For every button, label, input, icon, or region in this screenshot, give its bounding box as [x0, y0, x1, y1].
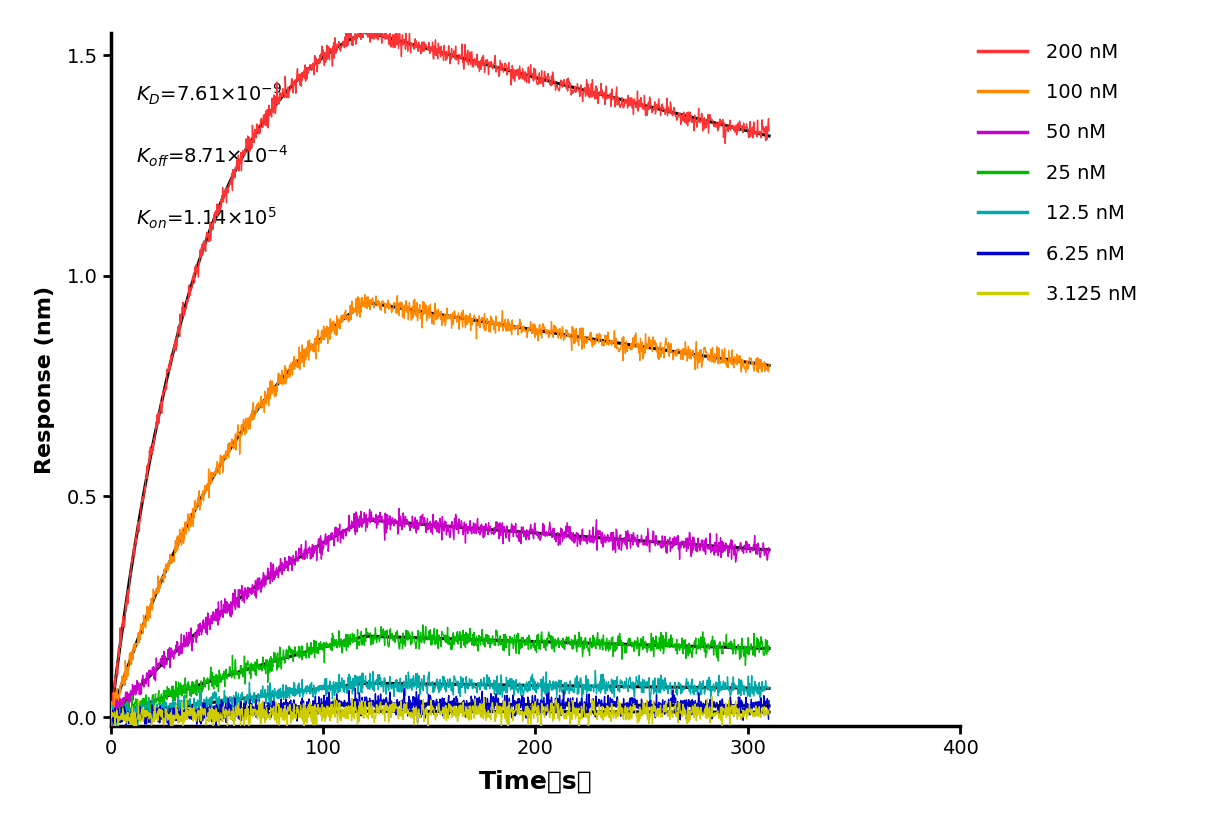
X-axis label: Time（s）: Time（s）: [479, 769, 592, 794]
Text: $K_{off}$=8.71×10$^{-4}$: $K_{off}$=8.71×10$^{-4}$: [137, 144, 288, 169]
Text: $K_{on}$=1.14×10$^{5}$: $K_{on}$=1.14×10$^{5}$: [137, 206, 277, 232]
Text: $K_D$=7.61×10$^{-9}$: $K_D$=7.61×10$^{-9}$: [137, 82, 282, 106]
Legend: 200 nM, 100 nM, 50 nM, 25 nM, 12.5 nM, 6.25 nM, 3.125 nM: 200 nM, 100 nM, 50 nM, 25 nM, 12.5 nM, 6…: [979, 43, 1137, 304]
Y-axis label: Response (nm): Response (nm): [36, 285, 55, 474]
